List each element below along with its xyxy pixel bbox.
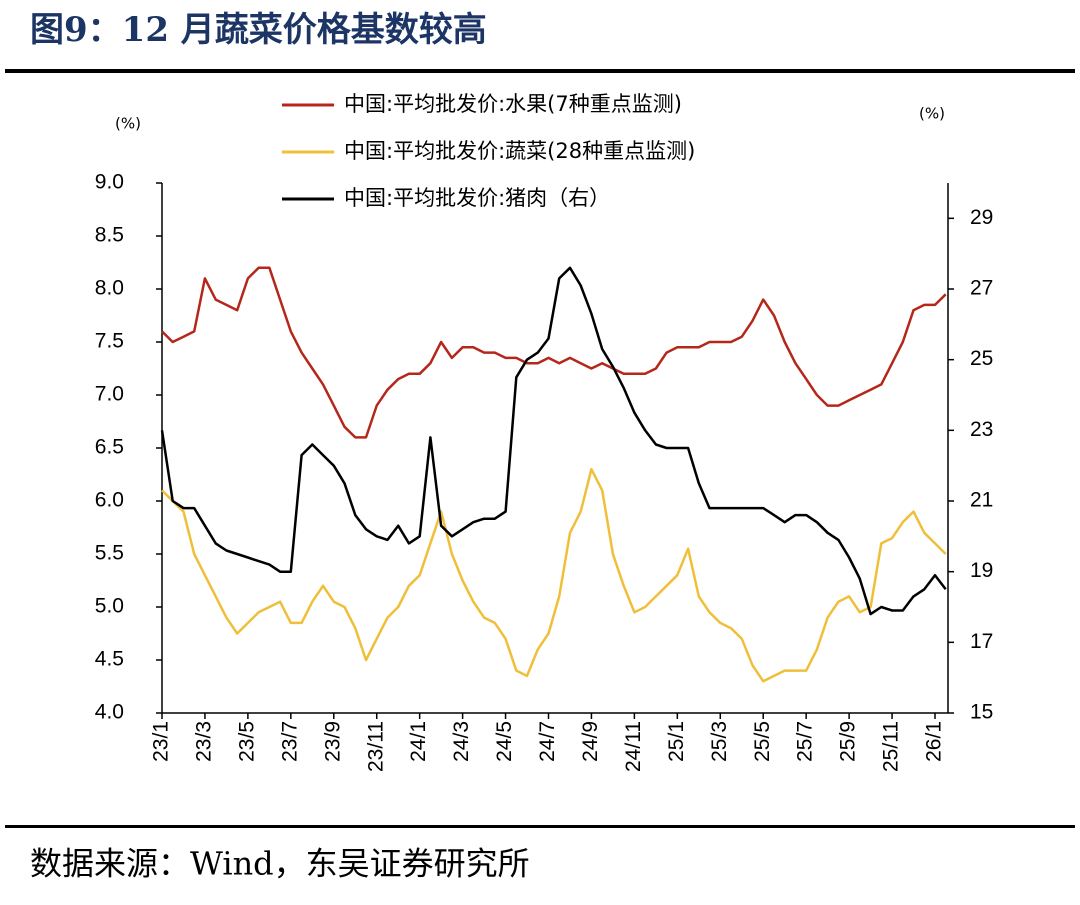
x-tick-label: 25/7 bbox=[794, 721, 817, 762]
x-tick-label: 25/5 bbox=[751, 721, 774, 762]
y-axis-unit: (%) bbox=[115, 115, 141, 133]
footer-rule bbox=[5, 825, 1075, 828]
y-tick-label: 4.5 bbox=[95, 648, 124, 671]
y2-tick-label: 17 bbox=[970, 630, 993, 653]
y2-tick-label: 19 bbox=[970, 559, 993, 582]
x-tick-label: 23/3 bbox=[192, 721, 215, 762]
y-tick-label: 6.5 bbox=[95, 436, 124, 459]
y-tick-label: 8.0 bbox=[95, 277, 124, 300]
legend-label: 中国:平均批发价:蔬菜(28种重点监测) bbox=[344, 139, 695, 163]
x-tick-label: 26/1 bbox=[923, 721, 946, 762]
x-tick-label: 23/7 bbox=[278, 721, 301, 762]
y-tick-label: 5.0 bbox=[95, 595, 124, 618]
x-tick-label: 23/9 bbox=[321, 721, 344, 762]
x-tick-label: 25/3 bbox=[708, 721, 731, 762]
series-line bbox=[160, 266, 947, 616]
x-tick-label: 25/9 bbox=[837, 721, 860, 762]
legend-label: 中国:平均批发价:水果(7种重点监测) bbox=[344, 92, 682, 116]
x-tick-label: 23/5 bbox=[235, 721, 258, 762]
series-line bbox=[161, 266, 947, 439]
y2-tick-label: 25 bbox=[970, 347, 993, 370]
x-tick-label: 24/11 bbox=[622, 721, 645, 772]
y2-tick-label: 23 bbox=[970, 418, 993, 441]
x-tick-label: 23/1 bbox=[150, 721, 173, 762]
x-tick-label: 24/7 bbox=[536, 721, 559, 762]
x-tick-label: 23/11 bbox=[364, 721, 387, 772]
legend-label: 中国:平均批发价:猪肉（右） bbox=[344, 186, 610, 210]
y-tick-label: 4.0 bbox=[95, 701, 124, 724]
y2-axis-unit: (%) bbox=[919, 105, 945, 123]
y-tick-label: 7.0 bbox=[95, 383, 124, 406]
figure-title: 图9：12 月蔬菜价格基数较高 bbox=[30, 10, 487, 50]
x-tick-label: 24/9 bbox=[579, 721, 602, 762]
y-tick-label: 7.5 bbox=[95, 330, 124, 353]
x-tick-label: 24/5 bbox=[493, 721, 516, 762]
x-tick-label: 24/3 bbox=[450, 721, 473, 762]
y-tick-label: 6.0 bbox=[95, 489, 124, 512]
source-note: 数据来源：Wind，东吴证券研究所 bbox=[30, 845, 530, 883]
y2-tick-label: 15 bbox=[970, 701, 993, 724]
y2-tick-label: 27 bbox=[970, 277, 993, 300]
y-tick-label: 9.0 bbox=[95, 171, 124, 194]
series-line bbox=[161, 467, 947, 683]
x-tick-label: 25/11 bbox=[880, 721, 903, 772]
x-tick-label: 25/1 bbox=[665, 721, 688, 762]
x-tick-label: 24/1 bbox=[407, 721, 430, 762]
y-tick-label: 8.5 bbox=[95, 224, 124, 247]
y-tick-label: 5.5 bbox=[95, 542, 124, 565]
y2-tick-label: 29 bbox=[970, 206, 993, 229]
y2-tick-label: 21 bbox=[970, 489, 993, 512]
header-rule bbox=[5, 69, 1075, 73]
